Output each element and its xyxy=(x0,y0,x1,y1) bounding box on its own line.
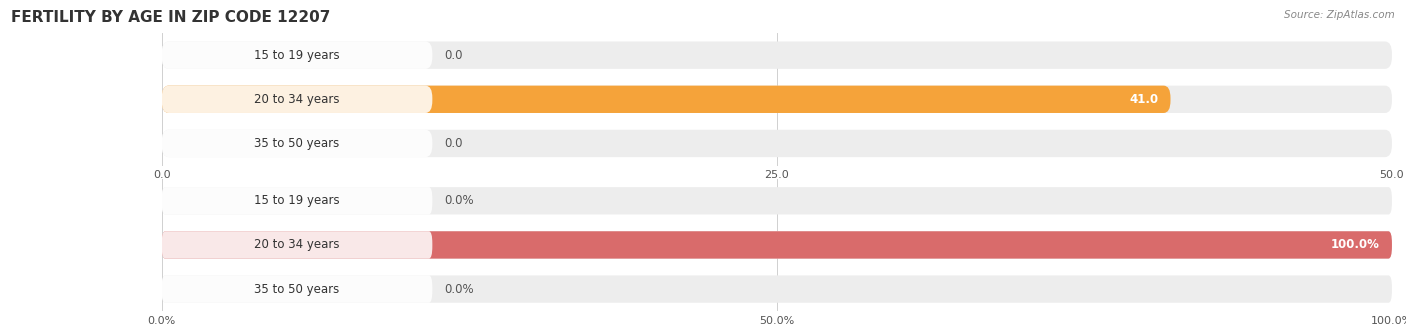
FancyBboxPatch shape xyxy=(162,231,1392,259)
Text: 35 to 50 years: 35 to 50 years xyxy=(254,283,340,296)
Text: 0.0: 0.0 xyxy=(444,137,463,150)
FancyBboxPatch shape xyxy=(162,86,1171,113)
Text: 100.0%: 100.0% xyxy=(1330,238,1379,252)
FancyBboxPatch shape xyxy=(162,130,1392,157)
FancyBboxPatch shape xyxy=(162,130,433,157)
FancyBboxPatch shape xyxy=(162,275,1392,303)
Text: 41.0: 41.0 xyxy=(1129,93,1159,106)
Text: FERTILITY BY AGE IN ZIP CODE 12207: FERTILITY BY AGE IN ZIP CODE 12207 xyxy=(11,10,330,25)
FancyBboxPatch shape xyxy=(162,41,433,69)
FancyBboxPatch shape xyxy=(162,86,433,113)
Text: 0.0: 0.0 xyxy=(444,49,463,62)
Text: 0.0%: 0.0% xyxy=(444,283,474,296)
Text: 20 to 34 years: 20 to 34 years xyxy=(254,93,340,106)
FancyBboxPatch shape xyxy=(162,41,1392,69)
FancyBboxPatch shape xyxy=(162,275,433,303)
FancyBboxPatch shape xyxy=(162,187,1392,214)
Text: 20 to 34 years: 20 to 34 years xyxy=(254,238,340,252)
FancyBboxPatch shape xyxy=(162,187,433,214)
FancyBboxPatch shape xyxy=(162,231,433,259)
Text: 15 to 19 years: 15 to 19 years xyxy=(254,49,340,62)
Text: 15 to 19 years: 15 to 19 years xyxy=(254,194,340,207)
Text: Source: ZipAtlas.com: Source: ZipAtlas.com xyxy=(1284,10,1395,20)
Text: 0.0%: 0.0% xyxy=(444,194,474,207)
Text: 35 to 50 years: 35 to 50 years xyxy=(254,137,340,150)
FancyBboxPatch shape xyxy=(162,231,1392,259)
FancyBboxPatch shape xyxy=(162,86,1392,113)
